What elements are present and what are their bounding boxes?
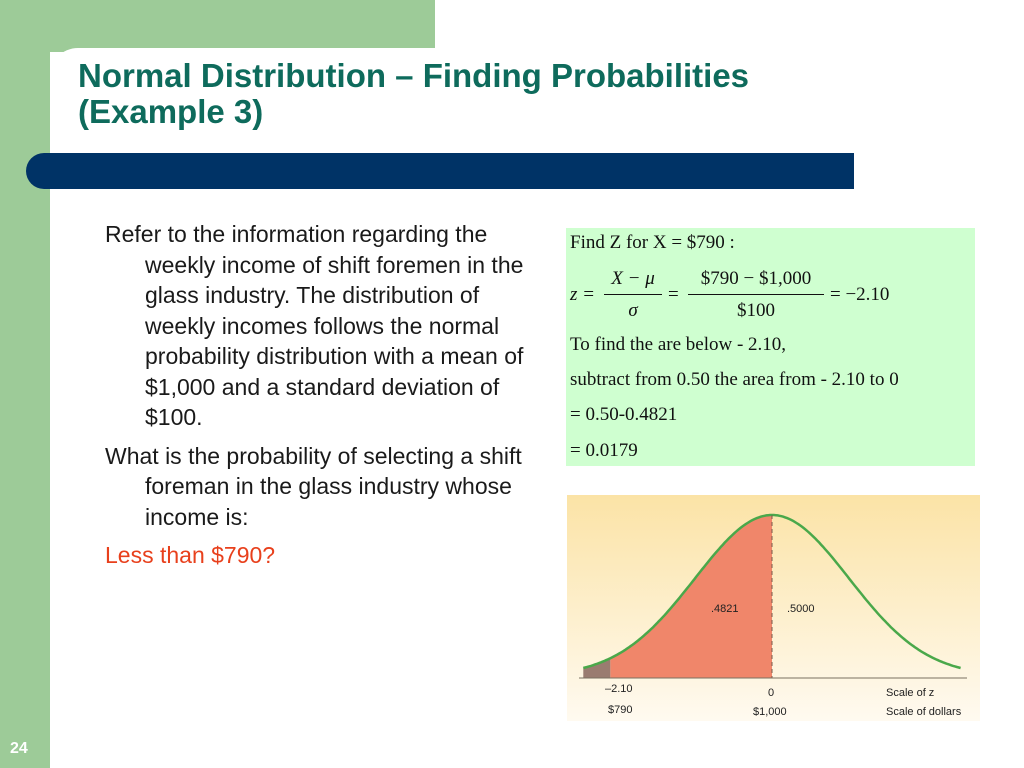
- shaded-area-left: [610, 515, 772, 678]
- calculation-box: Find Z for X = $790 : z = X − μ σ = $790…: [566, 228, 975, 466]
- shaded-tail: [583, 658, 611, 678]
- calc-line-answer: = 0.0179: [570, 440, 638, 461]
- normal-curve-svg: [567, 495, 980, 721]
- title-divider-bar: [26, 153, 854, 189]
- scale-dollars-label: Scale of dollars: [886, 706, 962, 718]
- z-tick-left: –2.10: [605, 683, 633, 695]
- calc-line-find-z: Find Z for X = $790 :: [570, 232, 735, 253]
- calc-result: = −2.10: [830, 284, 890, 305]
- calc-z-lhs: z =: [570, 284, 595, 305]
- slide-title: Normal Distribution – Finding Probabilit…: [78, 58, 978, 130]
- title-line-1: Normal Distribution – Finding Probabilit…: [78, 57, 750, 94]
- area-label-left: .4821: [711, 603, 739, 615]
- body-text: Refer to the information regarding the w…: [105, 219, 525, 579]
- title-line-2: (Example 3): [78, 93, 264, 130]
- calc-fraction-denominator-1: σ: [628, 300, 638, 321]
- calc-line-subtract: subtract from 0.50 the area from - 2.10 …: [570, 369, 899, 390]
- page-number: 24: [10, 740, 28, 757]
- normal-curve-chart: .4821 .5000 –2.10 0 $790 $1,000 Scale of…: [567, 495, 980, 721]
- calc-fraction-numerator-1: X − μ: [611, 268, 655, 289]
- calc-fraction-numerator-2: $790 − $1,000: [700, 268, 812, 289]
- paragraph-context: Refer to the information regarding the w…: [105, 221, 524, 430]
- calc-equals: =: [668, 284, 679, 305]
- left-decor-band: [0, 0, 50, 768]
- calc-line-explain: To find the are below - 2.10,: [570, 334, 787, 355]
- paragraph-condition: Less than $790?: [105, 542, 276, 568]
- top-decor-band: [0, 0, 435, 52]
- chart-background: [567, 495, 980, 721]
- z-tick-center: 0: [768, 687, 775, 699]
- calc-fraction-denominator-2: $100: [737, 300, 775, 321]
- scale-z-label: Scale of z: [886, 687, 935, 699]
- calc-fraction-bar-2: [688, 294, 824, 295]
- calc-line-difference: = 0.50-0.4821: [570, 404, 678, 425]
- paragraph-question: What is the probability of selecting a s…: [105, 442, 522, 530]
- calc-fraction-bar-1: [604, 294, 662, 295]
- dollar-tick-center: $1,000: [753, 706, 787, 718]
- dollar-tick-left: $790: [608, 704, 633, 716]
- area-label-right: .5000: [787, 603, 815, 615]
